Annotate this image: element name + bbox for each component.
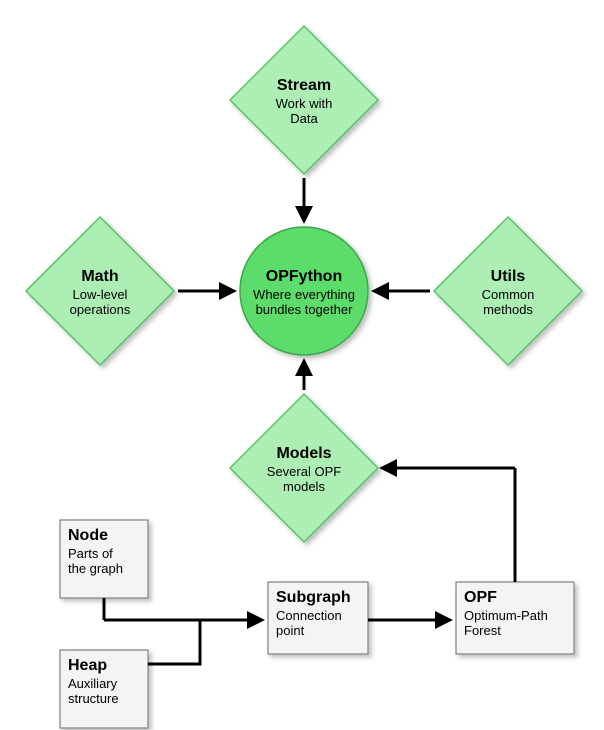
utils-sub1: Common bbox=[482, 287, 535, 302]
subgraph-title: Subgraph bbox=[276, 589, 351, 606]
opf-sub1: Optimum-Path bbox=[464, 608, 548, 623]
edge-heap-merge bbox=[148, 620, 200, 664]
heap-sub2: structure bbox=[68, 691, 119, 706]
heap-sub1: Auxiliary bbox=[68, 676, 118, 691]
math-title: Math bbox=[81, 268, 118, 285]
subgraph-sub2: point bbox=[276, 623, 305, 638]
models-sub1: Several OPF bbox=[267, 464, 341, 479]
heap-title: Heap bbox=[68, 657, 107, 674]
stream-sub1: Work with bbox=[276, 96, 333, 111]
math-sub2: operations bbox=[70, 302, 131, 317]
math-sub1: Low-level bbox=[73, 287, 128, 302]
models-title: Models bbox=[276, 445, 331, 462]
node-sub1: Parts of bbox=[68, 546, 113, 561]
opfython-architecture-diagram: Stream Work withData Math Low-leveloperatio… bbox=[0, 0, 604, 730]
center-sub1: Where everything bbox=[253, 287, 355, 302]
models-sub2: models bbox=[283, 479, 325, 494]
stream-sub2: Data bbox=[290, 111, 318, 126]
opf-title: OPF bbox=[464, 589, 497, 606]
center-sub2: bundles together bbox=[256, 302, 354, 317]
utils-sub2: methods bbox=[483, 302, 533, 317]
opf-sub2: Forest bbox=[464, 623, 501, 638]
node-sub2: the graph bbox=[68, 561, 123, 576]
center-title: OPFython bbox=[266, 268, 342, 285]
stream-title: Stream bbox=[277, 77, 331, 94]
node-title: Node bbox=[68, 527, 108, 544]
subgraph-sub1: Connection bbox=[276, 608, 342, 623]
utils-title: Utils bbox=[491, 268, 526, 285]
